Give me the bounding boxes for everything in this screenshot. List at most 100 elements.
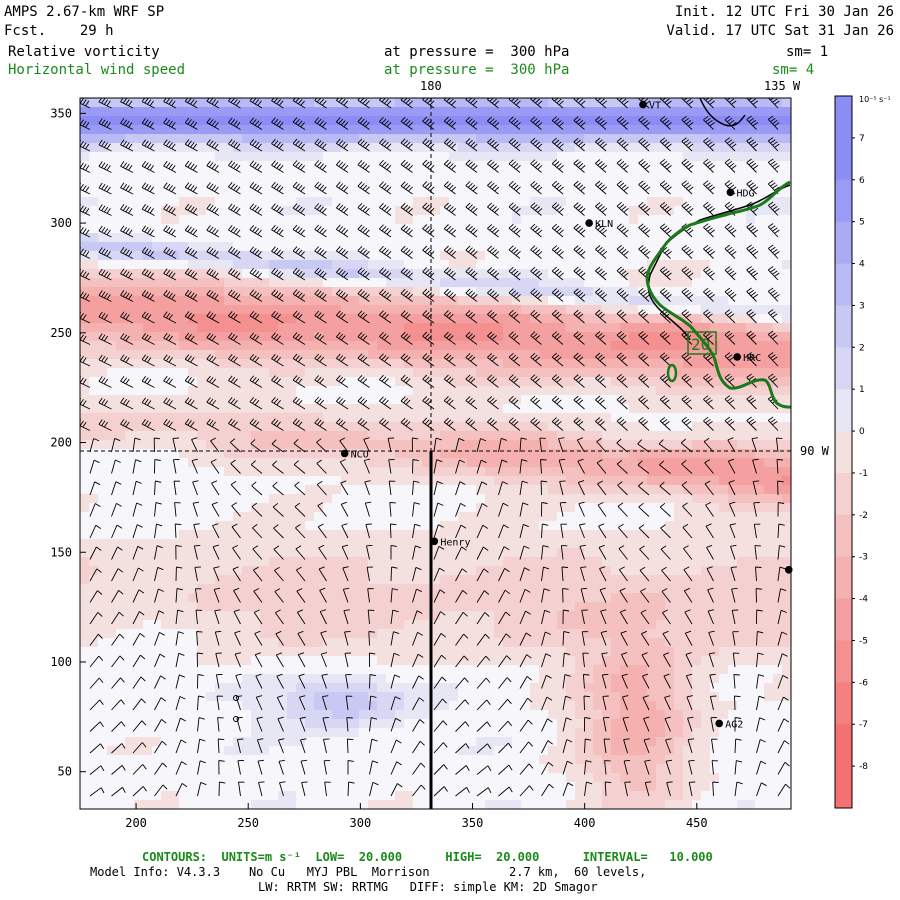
field-cell <box>611 539 621 549</box>
field-cell <box>530 269 540 279</box>
field-cell <box>737 98 747 108</box>
field-cell <box>539 242 549 252</box>
field-cell <box>377 206 387 216</box>
field-cell <box>269 413 279 423</box>
field-cell <box>458 152 468 162</box>
field-cell <box>170 575 180 585</box>
field-cell <box>683 548 693 558</box>
field-cell <box>449 287 459 297</box>
field-cell <box>602 584 612 594</box>
field-cell <box>323 404 333 414</box>
field-cell <box>251 611 261 621</box>
field-cell <box>629 485 639 495</box>
field-cell <box>467 575 477 585</box>
field-cell <box>737 107 747 117</box>
field-cell <box>449 539 459 549</box>
field-cell <box>188 611 198 621</box>
field-cell <box>593 278 603 288</box>
field-cell <box>80 314 90 324</box>
field-cell <box>701 152 711 162</box>
field-cell <box>674 530 684 540</box>
field-cell <box>152 134 162 144</box>
field-cell <box>782 314 791 324</box>
field-cell <box>116 98 126 108</box>
field-cell <box>557 593 567 603</box>
field-cell <box>413 287 423 297</box>
field-cell <box>368 233 378 243</box>
field-cell <box>413 116 423 126</box>
field-cell <box>143 458 153 468</box>
field-cell <box>746 215 756 225</box>
field-cell <box>332 269 342 279</box>
field-cell <box>89 215 99 225</box>
field-cell <box>773 143 783 153</box>
field-cell <box>431 422 441 432</box>
field-cell <box>548 125 558 135</box>
field-cell <box>278 323 288 333</box>
field-cell <box>503 539 513 549</box>
field-cell <box>575 584 585 594</box>
field-cell <box>170 368 180 378</box>
field-cell <box>368 557 378 567</box>
field-cell <box>773 179 783 189</box>
field-cell <box>224 215 234 225</box>
field-cell <box>206 386 216 396</box>
field-cell <box>242 296 252 306</box>
field-cell <box>233 638 243 648</box>
field-cell <box>620 611 630 621</box>
field-cell <box>269 98 279 108</box>
field-cell <box>530 575 540 585</box>
field-cell <box>548 512 558 522</box>
field-cell <box>548 440 558 450</box>
field-cell <box>188 503 198 513</box>
field-cell <box>260 215 270 225</box>
field-cell <box>422 287 432 297</box>
field-cell <box>512 404 522 414</box>
field-cell <box>152 440 162 450</box>
field-cell <box>116 350 126 360</box>
field-cell <box>494 188 504 198</box>
field-cell <box>377 332 387 342</box>
field-cell <box>161 215 171 225</box>
field-cell <box>143 494 153 504</box>
field-cell <box>161 449 171 459</box>
field-cell <box>557 134 567 144</box>
field-cell <box>359 647 369 657</box>
field-cell <box>269 359 279 369</box>
field-cell <box>152 539 162 549</box>
field-cell <box>521 323 531 333</box>
field-cell <box>647 143 657 153</box>
field-cell <box>323 548 333 558</box>
field-cell <box>512 260 522 270</box>
field-cell <box>638 251 648 261</box>
field-cell <box>179 368 189 378</box>
field-cell <box>656 458 666 468</box>
field-cell <box>152 260 162 270</box>
field-cell <box>683 368 693 378</box>
field-cell <box>188 449 198 459</box>
field-cell <box>548 404 558 414</box>
field-cell <box>485 359 495 369</box>
field-cell <box>539 251 549 261</box>
field-cell <box>161 422 171 432</box>
field-cell <box>548 530 558 540</box>
field-cell <box>755 161 765 171</box>
field-cell <box>431 566 441 576</box>
field-cell <box>116 116 126 126</box>
field-cell <box>197 593 207 603</box>
field-cell <box>215 566 225 576</box>
field-cell <box>584 476 594 486</box>
field-cell <box>305 179 315 189</box>
field-cell <box>440 521 450 531</box>
field-cell <box>611 449 621 459</box>
field-cell <box>728 656 738 666</box>
field-cell <box>755 431 765 441</box>
field-cell <box>782 503 791 513</box>
field-cell <box>503 494 513 504</box>
field-cell <box>530 476 540 486</box>
field-cell <box>287 359 297 369</box>
field-cell <box>746 620 756 630</box>
field-cell <box>323 503 333 513</box>
field-cell <box>611 629 621 639</box>
field-cell <box>575 260 585 270</box>
